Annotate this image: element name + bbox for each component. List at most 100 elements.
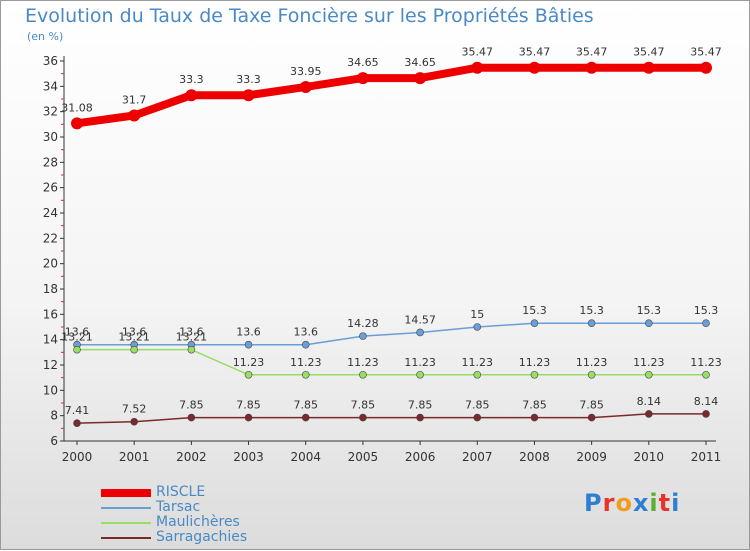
- y-tick-label: 14: [43, 333, 58, 347]
- data-label: 11.23: [576, 356, 608, 369]
- series-line-maulichères: [77, 348, 706, 376]
- x-tick-label: 2010: [634, 450, 665, 464]
- data-point: [645, 370, 653, 379]
- data-label: 11.23: [347, 356, 379, 369]
- data-label: 14.28: [347, 317, 379, 330]
- y-tick-label: 28: [43, 155, 58, 169]
- data-label: 13.6: [293, 326, 318, 339]
- y-tick-label: 8: [50, 409, 58, 423]
- data-point: [700, 61, 712, 74]
- data-label: 8.14: [694, 395, 719, 408]
- logo-letter: r: [602, 489, 616, 517]
- data-point: [359, 332, 367, 340]
- x-tick-label: 2011: [691, 450, 722, 464]
- x-tick-label: 2009: [576, 450, 607, 464]
- y-tick-label: 12: [43, 358, 58, 372]
- x-tick-label: 2006: [405, 450, 436, 464]
- data-point: [301, 413, 310, 422]
- data-point: [530, 413, 539, 422]
- data-label: 7.85: [579, 399, 604, 412]
- data-label: 31.08: [61, 101, 93, 114]
- data-point: [585, 61, 598, 74]
- data-label: 35.47: [462, 46, 494, 59]
- logo-letter: i: [671, 489, 681, 517]
- data-point: [416, 328, 424, 337]
- data-label: 15.3: [637, 304, 662, 317]
- data-point: [702, 370, 710, 379]
- y-tick-label: 34: [43, 79, 58, 93]
- y-tick-label: 26: [43, 181, 58, 195]
- data-label: 11.23: [519, 356, 551, 369]
- y-tick-label: 36: [43, 54, 58, 68]
- data-point: [587, 319, 596, 328]
- data-point: [473, 370, 482, 379]
- y-tick-label: 22: [43, 231, 58, 245]
- data-label: 7.85: [522, 399, 547, 412]
- data-label: 33.3: [236, 73, 261, 86]
- data-label: 15.3: [579, 304, 604, 317]
- legend-label: RISCLE: [156, 484, 206, 500]
- data-point: [244, 370, 253, 379]
- data-label: 13.6: [65, 326, 90, 339]
- data-label: 33.95: [290, 65, 322, 78]
- data-point: [528, 61, 541, 74]
- y-tick-label: 16: [43, 307, 58, 321]
- data-point: [359, 370, 367, 379]
- data-point: [71, 117, 83, 130]
- data-label: 13.21: [61, 331, 93, 344]
- data-label: 15: [470, 308, 484, 321]
- x-tick-label: 2001: [119, 450, 150, 464]
- x-tick-label: 2005: [348, 450, 379, 464]
- y-tick-label: 6: [50, 434, 58, 448]
- chart-title: Evolution du Taux de Taxe Foncière sur l…: [25, 5, 594, 27]
- data-point: [645, 410, 653, 418]
- logo-letter: x: [632, 489, 650, 517]
- logo-letter: t: [658, 489, 672, 517]
- data-label: 7.52: [122, 403, 147, 416]
- data-label: 35.47: [690, 46, 722, 59]
- x-tick-label: 2007: [462, 450, 493, 464]
- x-tick-label: 2003: [233, 450, 264, 464]
- data-label: 13.21: [118, 331, 150, 344]
- data-label: 15.3: [522, 304, 547, 317]
- data-label: 11.23: [690, 356, 722, 369]
- data-point: [130, 417, 138, 426]
- data-label: 35.47: [576, 46, 608, 59]
- data-point: [702, 319, 710, 328]
- data-point: [244, 413, 253, 422]
- data-label: 7.85: [408, 399, 433, 412]
- y-tick-label: 24: [43, 206, 58, 220]
- y-tick-label: 30: [43, 130, 58, 144]
- x-tick-label: 2004: [290, 450, 321, 464]
- chart-unit-label: (en %): [27, 30, 64, 43]
- legend-swatch: [101, 537, 151, 539]
- data-label: 11.23: [290, 356, 322, 369]
- series-line-tarsac: [77, 322, 706, 346]
- data-label: 11.23: [233, 356, 265, 369]
- data-point: [530, 319, 539, 328]
- legend-label: Sarragachies: [156, 529, 248, 545]
- data-label: 35.47: [633, 46, 665, 59]
- data-label: 35.47: [519, 46, 551, 59]
- data-label: 13.21: [176, 331, 208, 344]
- data-label: 7.85: [351, 399, 376, 412]
- data-point: [299, 80, 312, 93]
- data-point: [356, 72, 369, 85]
- data-label: 8.14: [637, 395, 662, 408]
- x-tick-label: 2008: [519, 450, 550, 464]
- data-point: [128, 109, 141, 122]
- data-point: [73, 345, 81, 354]
- data-point: [359, 413, 367, 422]
- data-label: 31.7: [122, 93, 147, 106]
- data-label: 7.85: [293, 399, 318, 412]
- data-label: 13.6: [122, 326, 147, 339]
- data-label: 7.85: [179, 399, 204, 412]
- data-label: 34.65: [404, 56, 436, 69]
- y-tick-label: 32: [43, 105, 58, 119]
- data-point: [587, 413, 596, 422]
- data-point: [301, 340, 310, 349]
- data-point: [187, 413, 196, 422]
- y-tick-label: 20: [43, 257, 58, 271]
